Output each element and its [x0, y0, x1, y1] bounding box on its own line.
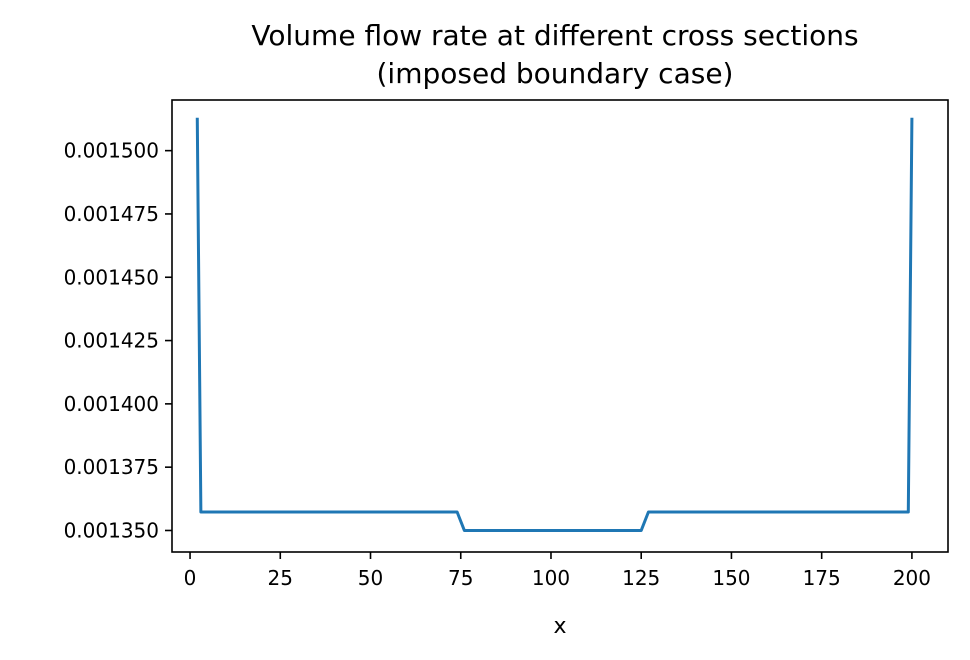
x-tick-label: 0	[184, 566, 197, 590]
x-tick-label: 125	[622, 566, 660, 590]
chart-title-line-2: (imposed boundary case)	[377, 57, 734, 90]
x-tick-label: 150	[712, 566, 750, 590]
x-tick-label: 50	[358, 566, 383, 590]
y-tick-label: 0.001425	[64, 329, 159, 353]
y-tick-label: 0.001350	[64, 518, 159, 542]
plot-area: 0 25 50 75 100 125 150 175 200 0.001350 0.001375 0.…	[64, 99, 949, 590]
x-tick-label: 75	[448, 566, 473, 590]
y-tick-label: 0.001475	[64, 202, 159, 226]
y-tick-label: 0.001500	[64, 139, 159, 163]
x-tick-label: 200	[893, 566, 931, 590]
series-line-1	[195, 117, 914, 532]
chart-title-line-1: Volume flow rate at different cross sect…	[251, 19, 858, 52]
x-tick-label: 25	[268, 566, 293, 590]
y-tick-label: 0.001375	[64, 455, 159, 479]
y-tick-label: 0.001450	[64, 265, 159, 289]
x-axis-label: x	[553, 614, 566, 639]
y-tick-label: 0.001400	[64, 392, 159, 416]
x-tick-label: 100	[532, 566, 570, 590]
axes-frame	[171, 99, 949, 553]
x-tick-label: 175	[803, 566, 841, 590]
